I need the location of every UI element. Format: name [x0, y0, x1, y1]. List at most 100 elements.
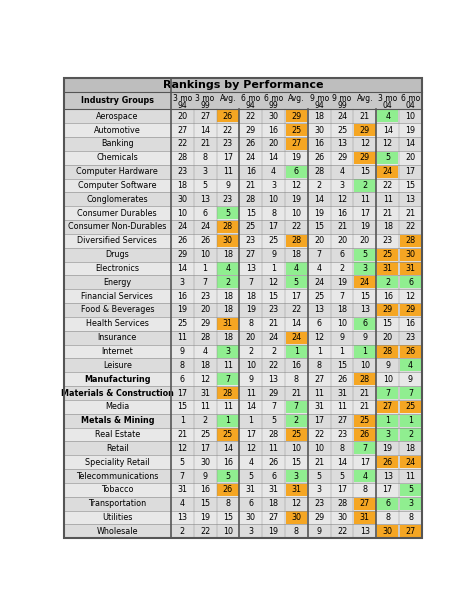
Text: 12: 12: [246, 444, 256, 453]
Text: 94: 94: [177, 101, 187, 110]
Text: 20: 20: [360, 236, 370, 245]
Bar: [400, 304, 421, 316]
Text: 29: 29: [383, 306, 393, 315]
Bar: [354, 511, 375, 523]
Bar: [377, 498, 398, 510]
Text: 26: 26: [246, 140, 256, 148]
Text: 7: 7: [202, 278, 208, 287]
Bar: [354, 470, 375, 482]
Text: 5: 5: [339, 472, 345, 481]
Text: 6: 6: [202, 209, 208, 218]
Bar: [354, 442, 375, 454]
Text: 26: 26: [268, 458, 279, 467]
Text: 99: 99: [200, 101, 210, 110]
Text: 10: 10: [292, 209, 301, 218]
Text: 21: 21: [268, 320, 279, 328]
Text: 11: 11: [177, 333, 187, 342]
Text: 8: 8: [202, 153, 208, 162]
Bar: [64, 359, 422, 372]
Bar: [64, 345, 422, 359]
Text: 2: 2: [362, 181, 367, 190]
Text: 27: 27: [383, 403, 393, 411]
Text: Speciality Retail: Speciality Retail: [85, 458, 150, 467]
Text: 13: 13: [406, 195, 416, 204]
Text: 10: 10: [269, 195, 279, 204]
Text: 15: 15: [360, 292, 370, 301]
Text: 14: 14: [246, 403, 256, 411]
Text: 28: 28: [246, 195, 256, 204]
Text: 1: 1: [271, 264, 276, 273]
Text: 18: 18: [383, 223, 393, 231]
Text: 28: 28: [314, 167, 324, 176]
Bar: [354, 428, 375, 440]
Text: 30: 30: [223, 236, 233, 245]
Text: 6: 6: [408, 278, 413, 287]
Text: 04: 04: [406, 101, 415, 110]
Bar: [400, 498, 421, 510]
Text: 22: 22: [292, 223, 301, 231]
Text: 31: 31: [360, 513, 370, 522]
Text: 1: 1: [408, 416, 413, 425]
Text: 14: 14: [200, 126, 210, 135]
Text: 14: 14: [383, 126, 393, 135]
Text: 29: 29: [200, 320, 210, 328]
Text: 25: 25: [292, 430, 301, 439]
Text: 23: 23: [383, 236, 393, 245]
Text: 6 mo: 6 mo: [264, 94, 283, 103]
Text: Media: Media: [105, 403, 129, 411]
Text: 23: 23: [223, 140, 233, 148]
Text: 11: 11: [314, 389, 324, 398]
Bar: [354, 262, 375, 274]
Text: Financial Services: Financial Services: [82, 292, 153, 301]
Text: 19: 19: [292, 195, 301, 204]
Text: 15: 15: [268, 292, 279, 301]
Bar: [64, 234, 422, 248]
Text: 31: 31: [200, 389, 210, 398]
Text: 8: 8: [408, 513, 413, 522]
Text: 31: 31: [406, 264, 416, 273]
Text: 18: 18: [223, 250, 233, 259]
Text: 94: 94: [314, 101, 324, 110]
Text: 25: 25: [223, 430, 233, 439]
Text: 10: 10: [314, 444, 324, 453]
Text: 28: 28: [383, 347, 393, 356]
Text: 15: 15: [200, 499, 210, 508]
Bar: [64, 275, 422, 289]
Text: 24: 24: [292, 333, 301, 342]
Text: 24: 24: [177, 223, 187, 231]
Bar: [400, 276, 421, 289]
Text: 2: 2: [225, 278, 230, 287]
Text: 17: 17: [314, 416, 324, 425]
Text: 4: 4: [271, 167, 276, 176]
Text: 29: 29: [360, 126, 370, 135]
Text: 6: 6: [317, 320, 322, 328]
Text: 1: 1: [226, 416, 230, 425]
Text: 16: 16: [269, 126, 279, 135]
Bar: [400, 345, 421, 357]
Text: 19: 19: [246, 306, 256, 315]
Text: 13: 13: [246, 264, 256, 273]
Text: 17: 17: [292, 292, 301, 301]
Text: 22: 22: [405, 223, 416, 231]
Text: 29: 29: [360, 153, 370, 162]
Text: 31: 31: [337, 389, 347, 398]
Text: 5: 5: [225, 472, 230, 481]
Text: Energy: Energy: [103, 278, 131, 287]
Text: 13: 13: [269, 375, 279, 384]
Text: 30: 30: [177, 195, 187, 204]
Text: 25: 25: [268, 236, 279, 245]
Text: 29: 29: [177, 250, 187, 259]
Text: 1: 1: [180, 416, 185, 425]
Bar: [64, 442, 422, 455]
Text: 3 mo: 3 mo: [378, 94, 397, 103]
Text: 23: 23: [223, 195, 233, 204]
Text: 24: 24: [360, 278, 370, 287]
Text: 6: 6: [248, 499, 253, 508]
Text: Telecommunications: Telecommunications: [76, 472, 158, 481]
Text: 20: 20: [177, 112, 187, 121]
Text: 25: 25: [337, 126, 347, 135]
Text: 5: 5: [317, 472, 322, 481]
Bar: [377, 387, 398, 399]
Bar: [64, 123, 422, 137]
Text: 12: 12: [314, 333, 324, 342]
